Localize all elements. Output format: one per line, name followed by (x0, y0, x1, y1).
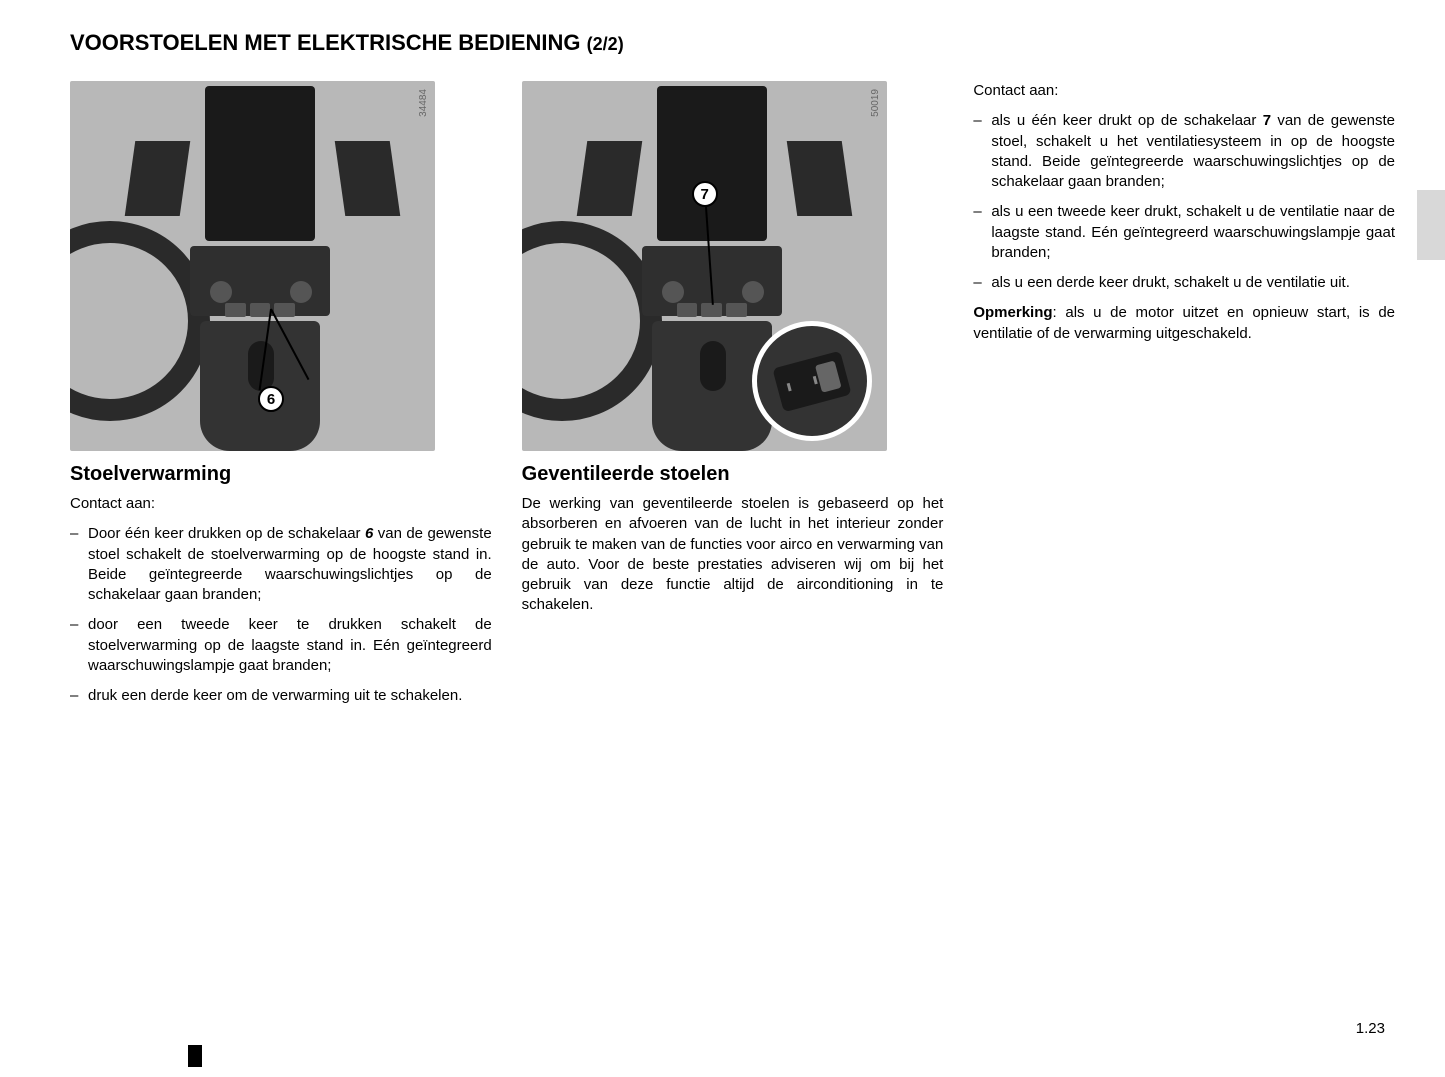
seat-vent-switch-icon (772, 350, 851, 412)
seat-heater-buttons (225, 303, 295, 317)
dashboard-screen (205, 86, 315, 241)
page-title: VOORSTOELEN MET ELEKTRISCHE BEDIENING (2… (70, 30, 1395, 56)
list-item: als u een tweede keer drukt, schakelt u … (991, 202, 1395, 263)
col3-list: als u één keer drukt op de schakelaar 7 … (973, 111, 1395, 293)
col1-intro: Contact aan: (70, 494, 492, 514)
list-item: door een tweede keer te drukken schakelt… (88, 615, 492, 676)
ref-7: 7 (1263, 112, 1271, 129)
list-item: als u één keer drukt op de schakelaar 7 … (991, 111, 1395, 192)
seat-vent-buttons (677, 303, 747, 317)
col3-note: Opmerking: als u de motor uitzet en opni… (973, 303, 1395, 344)
title-main: VOORSTOELEN MET ELEKTRISCHE BEDIENING (70, 30, 581, 55)
title-sub: (2/2) (587, 34, 624, 54)
steering-wheel (70, 221, 210, 421)
dashboard-knob (290, 281, 312, 303)
heading-geventileerde: Geventileerde stoelen (522, 463, 944, 486)
list-item: als u een derde keer drukt, schakelt u d… (991, 273, 1395, 293)
col1-list: Door één keer drukken op de schakelaar 6… (70, 524, 492, 706)
figure-1-id: 34484 (418, 89, 429, 117)
figure-1: 34484 6 (70, 81, 435, 451)
heading-stoelverwarming: Stoelverwarming (70, 463, 492, 486)
dashboard-vent-left (576, 141, 642, 216)
note-label: Opmerking (973, 304, 1052, 321)
page-number: 1.23 (1356, 1020, 1385, 1037)
dashboard-vent-right (335, 141, 401, 216)
content-columns: 34484 6 Stoelverwarming Contact aan: Doo… (70, 81, 1395, 716)
print-mark (188, 1045, 202, 1067)
col3-intro: Contact aan: (973, 81, 1395, 101)
page-edge-tab (1417, 190, 1445, 260)
dashboard-vent-right (786, 141, 852, 216)
dashboard-knob (742, 281, 764, 303)
dashboard-knob (210, 281, 232, 303)
column-1: 34484 6 Stoelverwarming Contact aan: Doo… (70, 81, 492, 716)
column-3: Contact aan: als u één keer drukt op de … (973, 81, 1395, 716)
callout-6: 6 (258, 386, 284, 412)
dashboard-knob (662, 281, 684, 303)
detail-inset-circle (752, 321, 872, 441)
callout-7: 7 (692, 181, 718, 207)
figure-2: 50019 7 (522, 81, 887, 451)
text: als u één keer drukt op de schakelaar (991, 112, 1262, 129)
dashboard-screen (657, 86, 767, 241)
steering-wheel (522, 221, 662, 421)
col2-para: De werking van geventileerde stoelen is … (522, 494, 944, 616)
figure-2-id: 50019 (870, 89, 881, 117)
text: Door één keer drukken op de schakelaar (88, 525, 365, 542)
dashboard-vent-left (125, 141, 191, 216)
list-item: Door één keer drukken op de schakelaar 6… (88, 524, 492, 605)
list-item: druk een derde keer om de verwarming uit… (88, 686, 492, 706)
gear-shifter (700, 341, 726, 391)
column-2: 50019 7 Geventileerde stoelen De werking… (522, 81, 944, 716)
